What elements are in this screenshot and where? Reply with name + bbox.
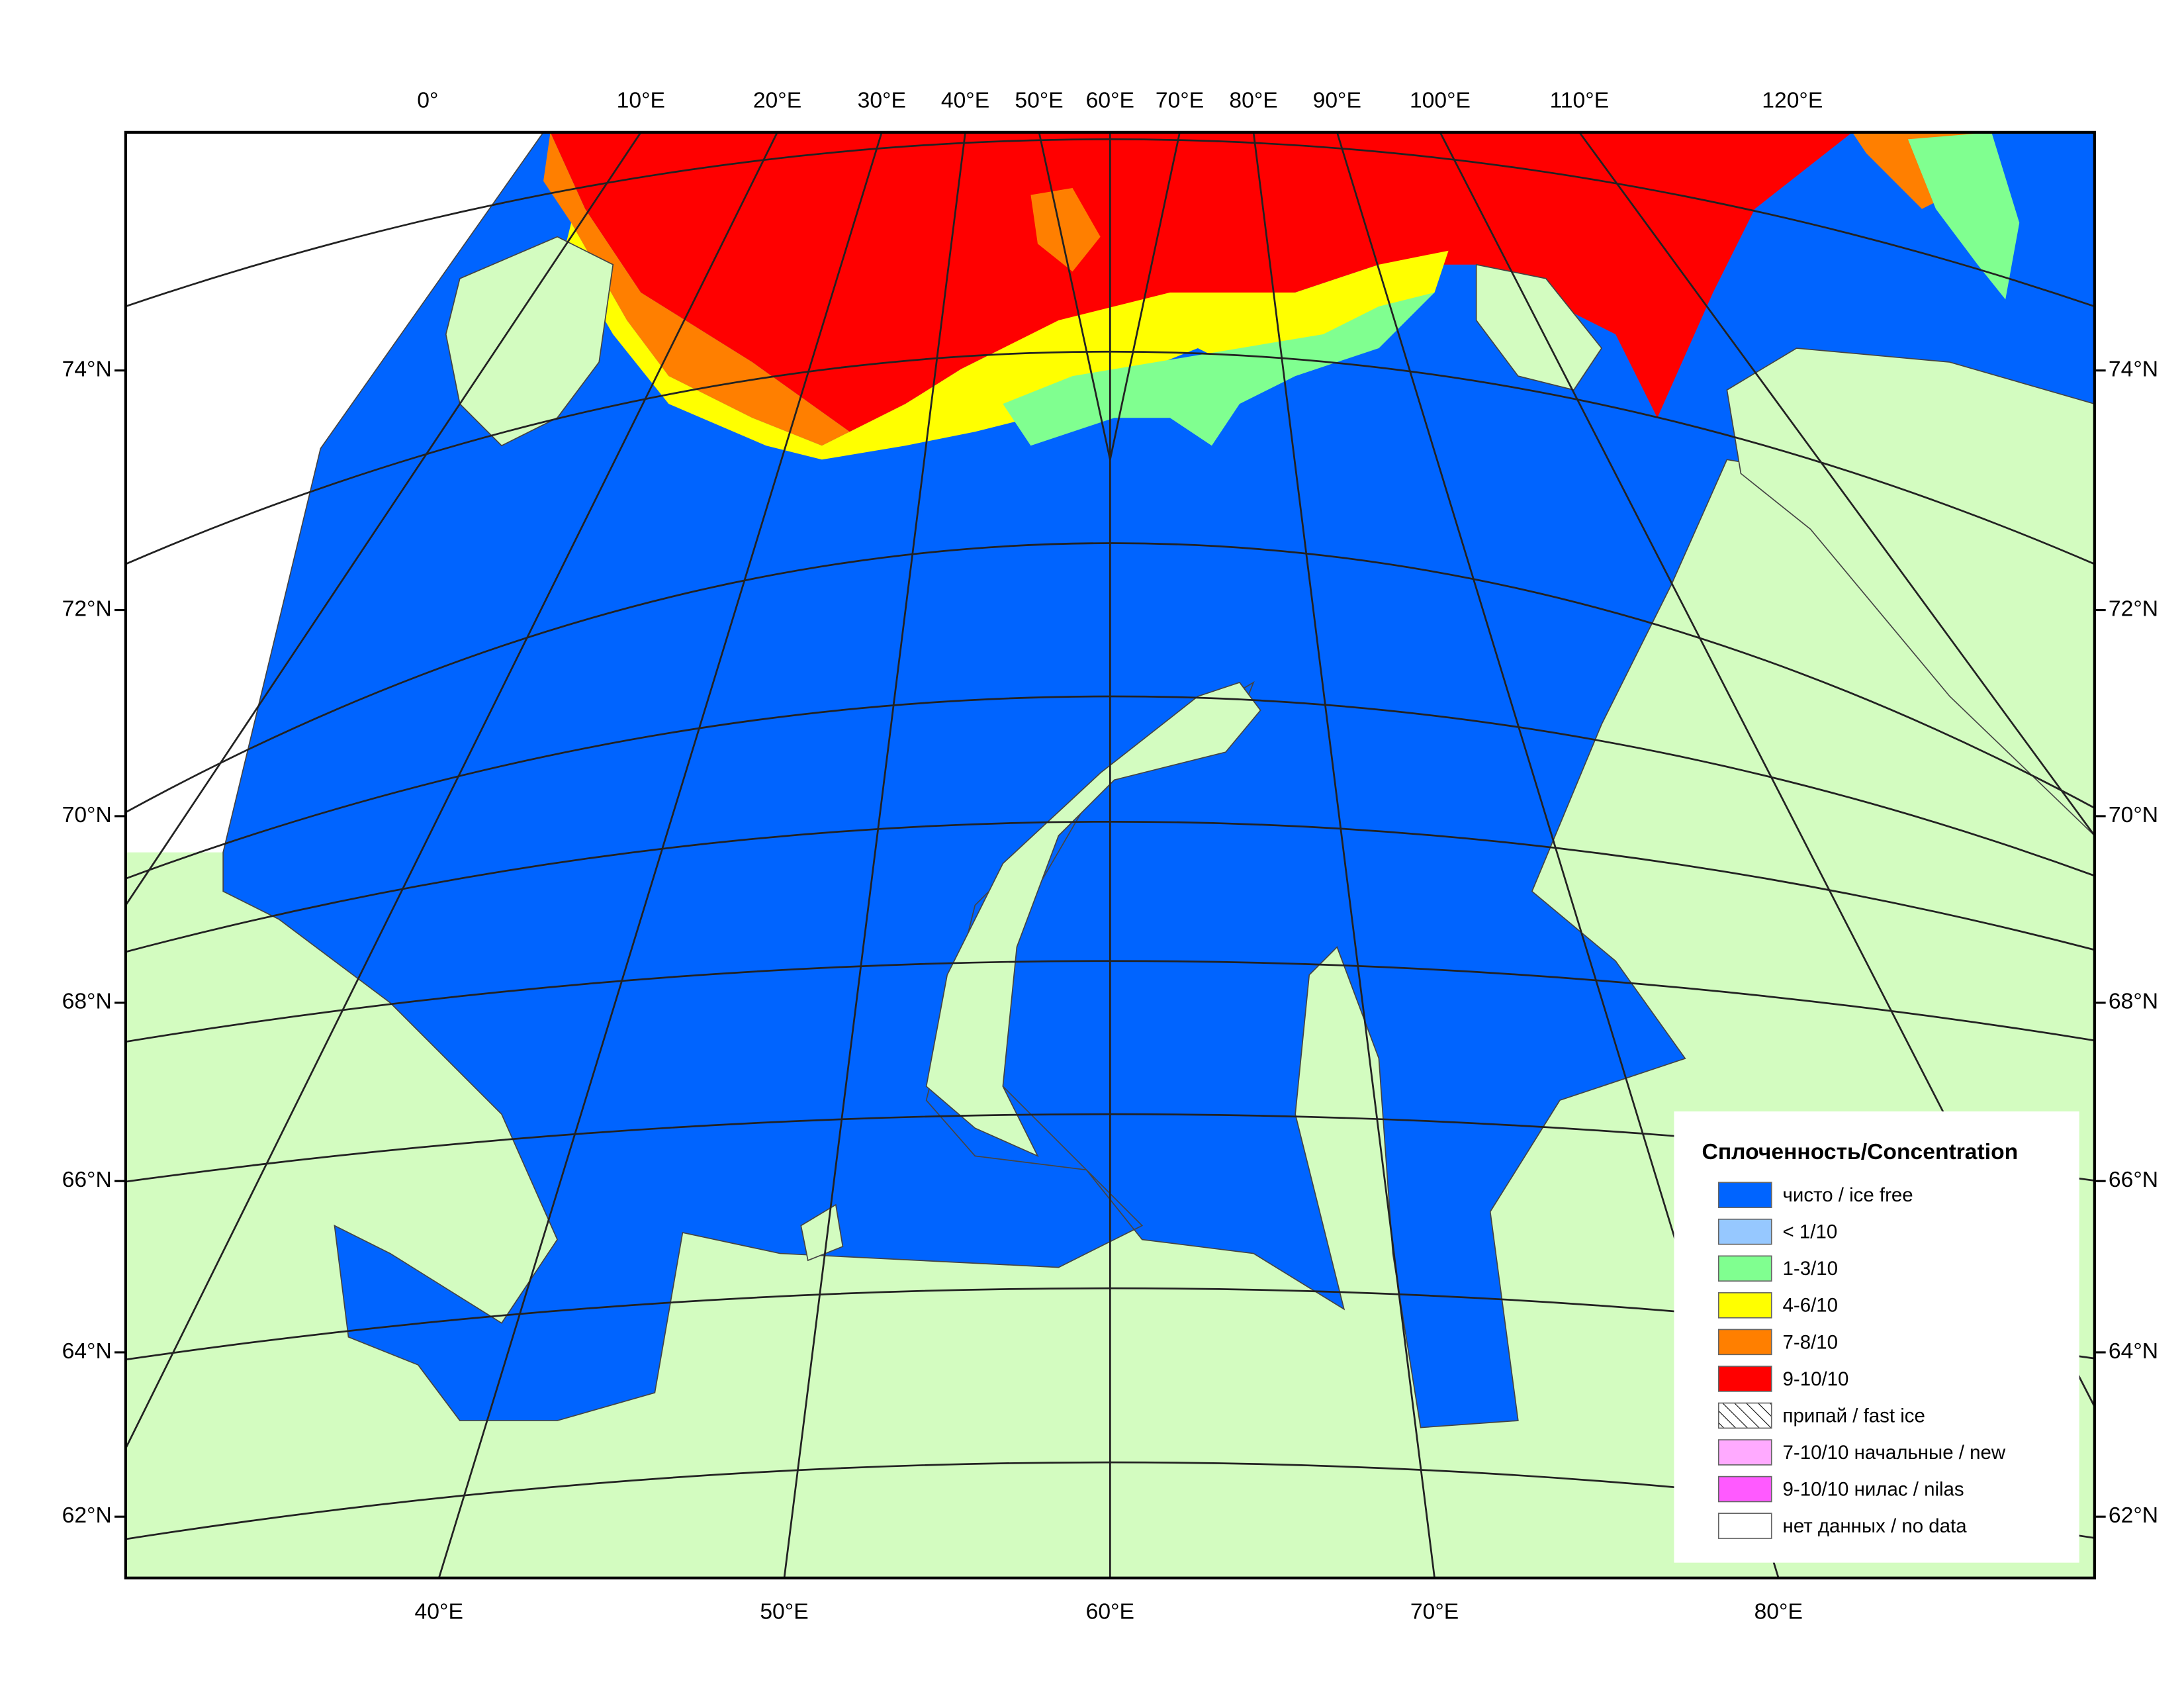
right-label: 70°N — [2109, 803, 2158, 827]
meridian — [1038, 132, 1111, 460]
legend-label: 9-10/10 нилас / nilas — [1783, 1478, 1964, 1500]
novaya-zemlya — [925, 681, 1261, 1158]
meridian — [1252, 132, 1435, 1578]
right-label: 74°N — [2109, 357, 2158, 382]
right-label: 68°N — [2109, 990, 2158, 1014]
legend-label: 1-3/10 — [1783, 1258, 1838, 1280]
top-label: 40°E — [941, 88, 989, 113]
severnaya-zemlya — [1475, 263, 1603, 391]
left-label: 74°N — [62, 357, 112, 382]
map-frame — [124, 130, 2096, 1579]
legend-swatch — [1717, 1182, 1772, 1208]
parallel — [125, 960, 2095, 1043]
bottom-label: 40°E — [415, 1599, 463, 1624]
parallel — [125, 542, 2095, 814]
legend-swatch — [1717, 1476, 1772, 1503]
legend-swatch — [1717, 1439, 1772, 1466]
top-label: 110°E — [1550, 88, 1610, 113]
meridian — [125, 132, 642, 906]
ice-7-8 — [543, 132, 850, 446]
right-label: 62°N — [2109, 1503, 2158, 1528]
legend-title: Сплоченность/Concentration — [1702, 1140, 2019, 1164]
legend-label: 9-10/10 — [1783, 1368, 1849, 1390]
top-label: 50°E — [1015, 88, 1063, 113]
bottom-label: 80°E — [1754, 1599, 1803, 1624]
map-area — [125, 132, 2095, 1578]
bottom-label: 70°E — [1410, 1599, 1459, 1624]
legend-swatch — [1717, 1329, 1772, 1356]
legend-swatch — [1717, 1292, 1772, 1319]
meridian — [1109, 132, 1181, 460]
no-data-area — [125, 132, 544, 853]
legend-label: чисто / ice free — [1783, 1184, 1913, 1206]
top-label: 90°E — [1313, 88, 1361, 113]
left-label: 68°N — [62, 990, 112, 1014]
ice-9-10 — [550, 132, 1852, 432]
ice-4-6 — [564, 222, 1449, 460]
right-label: 66°N — [2109, 1168, 2158, 1192]
bottom-label: 60°E — [1086, 1599, 1134, 1624]
taimyr — [1726, 348, 2095, 837]
top-label: 60°E — [1086, 88, 1134, 113]
legend-swatch — [1717, 1366, 1772, 1392]
graticule-labels: 0° 10°E 20°E 30°E 40°E 50°E 60°E 70°E 80°E 90°E 10… — [62, 88, 2158, 1624]
top-label: 70°E — [1156, 88, 1204, 113]
legend-label: припай / fast ice — [1783, 1405, 1925, 1427]
legend-swatch — [1717, 1218, 1772, 1245]
top-label: 100°E — [1410, 88, 1471, 113]
meridian — [783, 132, 966, 1578]
top-label: 120°E — [1762, 88, 1823, 113]
left-label: 72°N — [62, 596, 112, 621]
ice-1-3-b — [1907, 132, 2020, 300]
legend-label: 7-10/10 начальные / new — [1783, 1442, 2006, 1464]
parallel — [125, 820, 2095, 953]
legend-label: нет данных / no data — [1783, 1515, 1968, 1537]
right-label: 72°N — [2109, 596, 2158, 621]
left-label: 62°N — [62, 1503, 112, 1528]
legend-swatch — [1717, 1513, 1772, 1539]
legend-items: чисто / ice free < 1/10 1-3/10 4-6/10 7-8/10… — [1717, 1182, 2006, 1539]
meridian — [437, 132, 883, 1578]
kolguev — [800, 1203, 844, 1262]
top-label: 20°E — [753, 88, 801, 113]
meridian — [1578, 132, 2095, 837]
legend-swatch — [1717, 1255, 1772, 1282]
bottom-label: 50°E — [760, 1599, 808, 1624]
legend-label: 4-6/10 — [1783, 1295, 1838, 1317]
top-label: 80°E — [1229, 88, 1277, 113]
parallel — [125, 695, 2095, 880]
right-label: 64°N — [2109, 1339, 2158, 1364]
legend-label: 7-8/10 — [1783, 1331, 1838, 1353]
top-label: 30°E — [858, 88, 906, 113]
meridian — [125, 132, 778, 1449]
legend-label: < 1/10 — [1783, 1221, 1838, 1243]
left-label: 66°N — [62, 1168, 112, 1192]
left-label: 70°N — [62, 803, 112, 827]
top-label: 0° — [417, 88, 438, 113]
legend-swatch — [1717, 1402, 1772, 1429]
left-label: 64°N — [62, 1339, 112, 1364]
legend: Сплоченность/Concentration чисто / ice f… — [1674, 1111, 2079, 1563]
top-label: 10°E — [617, 88, 665, 113]
ice-7-8-b — [1030, 188, 1101, 272]
